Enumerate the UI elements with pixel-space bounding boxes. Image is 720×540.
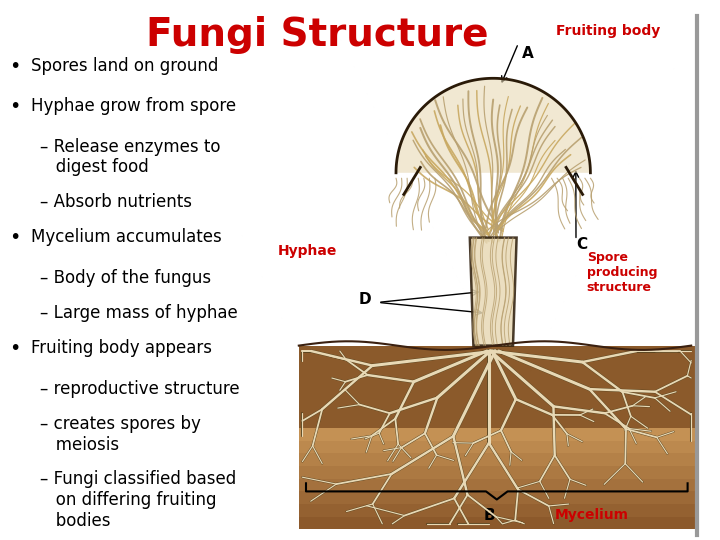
Text: – Absorb nutrients: – Absorb nutrients	[40, 193, 192, 211]
Text: Spore
producing
structure: Spore producing structure	[587, 251, 657, 294]
Text: – Fungi classified based
   on differing fruiting
   bodies: – Fungi classified based on differing fr…	[40, 470, 236, 530]
Text: Mycelium accumulates: Mycelium accumulates	[31, 228, 222, 246]
FancyBboxPatch shape	[299, 504, 698, 517]
Text: – Release enzymes to
   digest food: – Release enzymes to digest food	[40, 138, 220, 177]
FancyBboxPatch shape	[299, 466, 698, 478]
FancyBboxPatch shape	[299, 441, 698, 454]
Polygon shape	[470, 238, 517, 346]
FancyBboxPatch shape	[299, 491, 698, 504]
Text: •: •	[9, 97, 20, 116]
FancyBboxPatch shape	[299, 428, 698, 441]
Text: Hyphae: Hyphae	[278, 244, 337, 258]
FancyBboxPatch shape	[299, 517, 698, 529]
Text: D: D	[359, 292, 372, 307]
Text: Mycelium: Mycelium	[554, 508, 629, 522]
Text: •: •	[9, 228, 20, 247]
Text: Hyphae grow from spore: Hyphae grow from spore	[31, 97, 236, 115]
Text: •: •	[9, 57, 20, 76]
Text: – reproductive structure: – reproductive structure	[40, 380, 239, 397]
Text: •: •	[9, 339, 20, 358]
Text: – Body of the fungus: – Body of the fungus	[40, 269, 211, 287]
Text: C: C	[576, 237, 587, 252]
Text: Fungi Structure: Fungi Structure	[145, 16, 488, 54]
FancyBboxPatch shape	[299, 346, 698, 529]
Text: A: A	[522, 46, 534, 61]
Text: Fruiting body appears: Fruiting body appears	[31, 339, 212, 357]
Text: Spores land on ground: Spores land on ground	[31, 57, 218, 75]
FancyBboxPatch shape	[299, 478, 698, 491]
Polygon shape	[396, 78, 590, 173]
Text: B: B	[484, 508, 495, 523]
Text: Fruiting body: Fruiting body	[557, 24, 660, 38]
Text: – creates spores by
   meiosis: – creates spores by meiosis	[40, 415, 200, 454]
Text: – Large mass of hyphae: – Large mass of hyphae	[40, 304, 238, 322]
FancyBboxPatch shape	[299, 454, 698, 466]
